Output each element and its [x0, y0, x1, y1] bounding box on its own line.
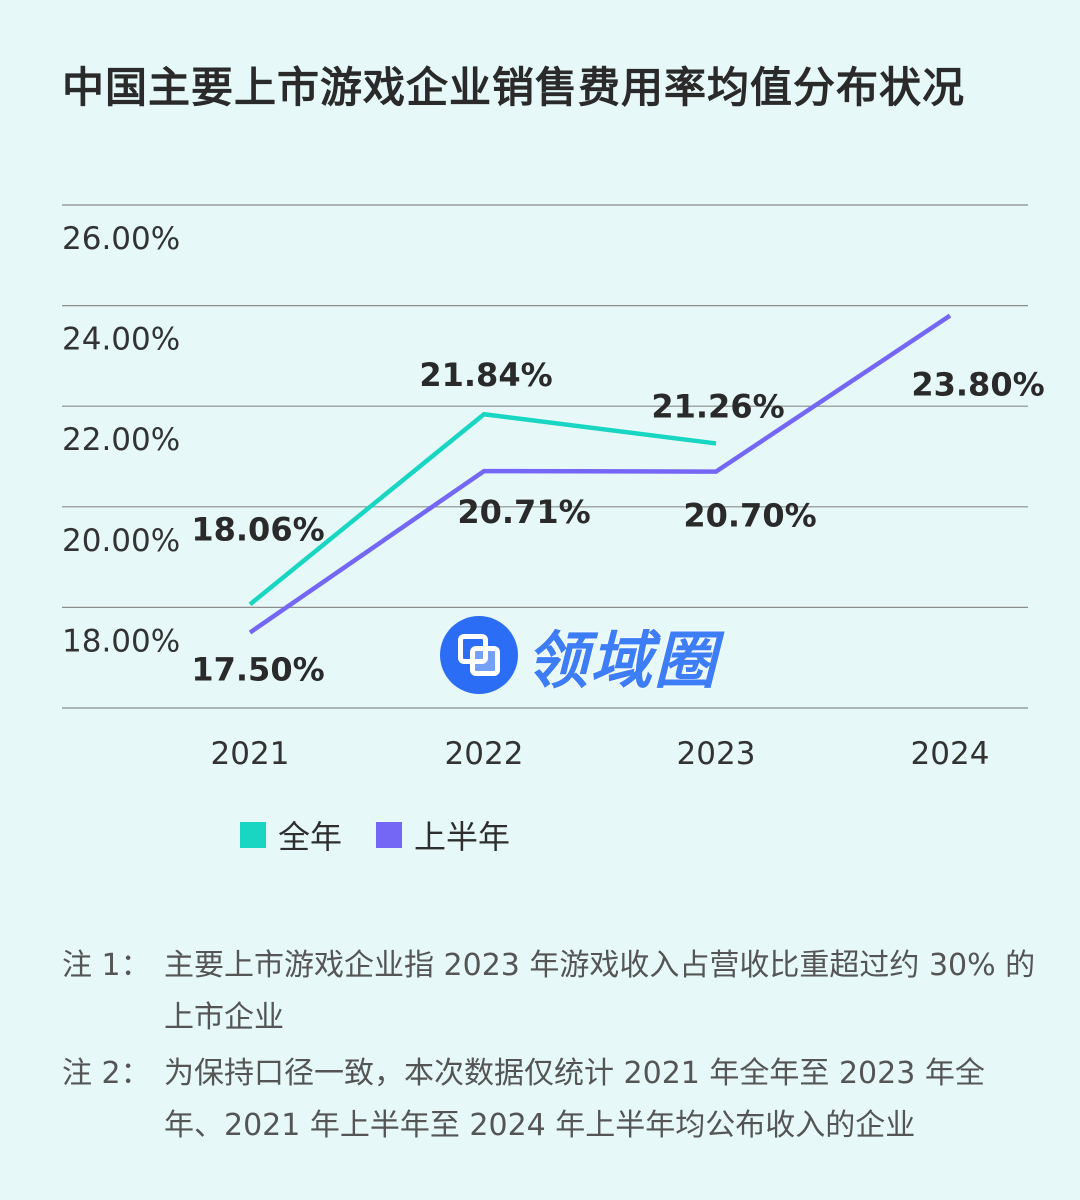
- line-chart: 26.00% 24.00% 22.00% 20.00% 18.00% 2021 2022 20…: [62, 204, 1045, 772]
- y-tick-label: 18.00%: [62, 623, 180, 659]
- y-tick-label: 24.00%: [62, 322, 180, 358]
- x-tick-label: 2024: [911, 736, 990, 772]
- x-tick-label: 2021: [211, 736, 290, 772]
- note-1-label: 注 1：: [62, 948, 151, 983]
- y-tick-label: 20.00%: [62, 523, 180, 559]
- watermark: 领域圈: [440, 610, 718, 700]
- data-label: 18.06%: [191, 510, 324, 548]
- legend-swatch-first-half: [376, 822, 403, 848]
- watermark-text: 领域圈: [526, 624, 719, 697]
- y-tick-label: 26.00%: [62, 221, 180, 257]
- data-label: 21.84%: [419, 356, 552, 394]
- x-tick-label: 2022: [445, 736, 524, 772]
- chart-notes: 注 1： 主要上市游戏企业指 2023 年游戏收入占营收比重超过约 30% 的上…: [62, 940, 1042, 1156]
- watermark-logo-icon: [440, 616, 518, 694]
- note-2-label: 注 2：: [62, 1056, 151, 1091]
- data-label: 17.50%: [191, 651, 324, 689]
- note-2-text: 为保持口径一致，本次数据仅统计 2021 年全年至 2023 年全年、2021 …: [164, 1056, 985, 1143]
- data-label: 21.26%: [651, 387, 784, 425]
- legend-item-full-year: 全年: [240, 812, 342, 858]
- y-tick-label: 22.00%: [62, 422, 180, 458]
- data-label: 20.70%: [683, 497, 816, 535]
- chart-title: 中国主要上市游戏企业销售费用率均值分布状况: [62, 63, 966, 112]
- x-tick-label: 2023: [677, 736, 756, 772]
- legend-swatch-full-year: [240, 822, 266, 848]
- legend-item-first-half: 上半年: [376, 812, 510, 858]
- series-line-first-half: [248, 313, 952, 635]
- chart-legend: 全年 上半年: [240, 812, 510, 858]
- data-label: 23.80%: [911, 366, 1044, 404]
- legend-label-first-half: 上半年: [414, 818, 511, 856]
- note-2: 注 2： 为保持口径一致，本次数据仅统计 2021 年全年至 2023 年全年、…: [62, 1048, 1042, 1152]
- legend-label-full-year: 全年: [278, 818, 343, 856]
- note-1-text: 主要上市游戏企业指 2023 年游戏收入占营收比重超过约 30% 的上市企业: [164, 948, 1036, 1035]
- data-label: 20.71%: [457, 493, 590, 531]
- note-1: 注 1： 主要上市游戏企业指 2023 年游戏收入占营收比重超过约 30% 的上…: [62, 940, 1042, 1044]
